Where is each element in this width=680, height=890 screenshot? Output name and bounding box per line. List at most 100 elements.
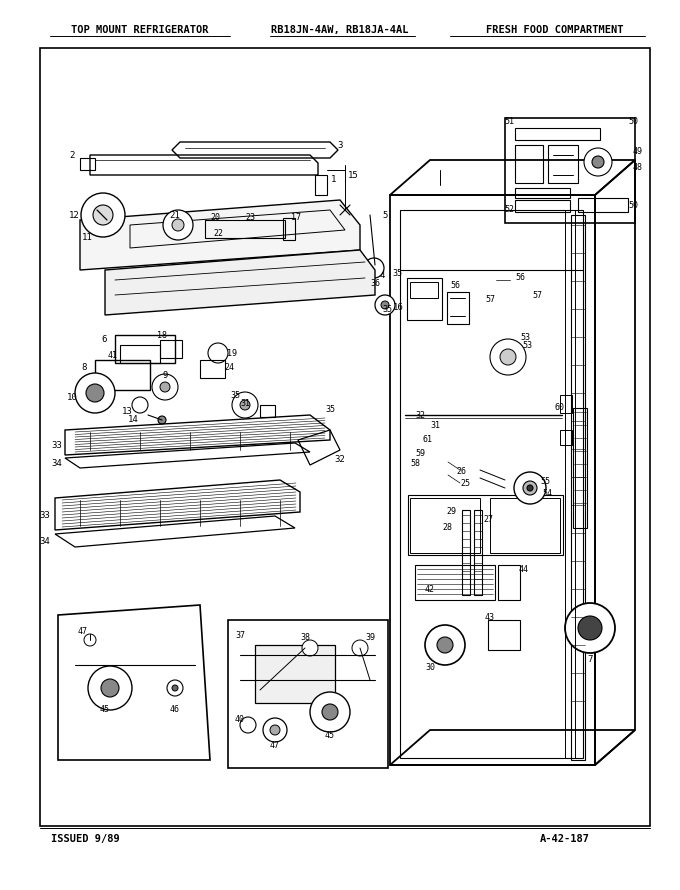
Text: 35: 35: [230, 391, 240, 400]
Text: 26: 26: [456, 467, 466, 476]
Text: 35: 35: [325, 406, 335, 415]
Bar: [390, 195, 595, 765]
Bar: [408, 495, 563, 555]
Circle shape: [88, 666, 132, 710]
Text: 5: 5: [382, 211, 388, 220]
Circle shape: [514, 472, 546, 504]
Text: 42: 42: [425, 586, 435, 595]
Bar: [515, 200, 570, 212]
Circle shape: [84, 634, 96, 646]
Circle shape: [160, 382, 170, 392]
Text: 51: 51: [504, 117, 514, 126]
Text: 59: 59: [415, 449, 425, 457]
Circle shape: [352, 640, 368, 656]
Bar: [490, 498, 560, 553]
Text: 50: 50: [628, 200, 638, 209]
Text: 32: 32: [415, 410, 425, 419]
Bar: [515, 128, 600, 140]
Bar: [560, 430, 572, 445]
Circle shape: [208, 343, 228, 363]
Bar: [283, 218, 295, 240]
Text: 50: 50: [628, 117, 638, 126]
Text: 58: 58: [410, 459, 420, 468]
Text: 20: 20: [210, 214, 220, 222]
Text: 10: 10: [67, 393, 78, 402]
Circle shape: [132, 397, 148, 413]
Circle shape: [523, 481, 537, 495]
Text: 61: 61: [423, 435, 433, 444]
Bar: [415, 565, 495, 600]
Text: 18: 18: [157, 331, 167, 341]
Text: 11: 11: [82, 233, 92, 242]
Polygon shape: [80, 200, 360, 270]
Circle shape: [81, 193, 125, 237]
Bar: [228, 620, 388, 768]
Bar: [573, 408, 587, 528]
Text: 40: 40: [235, 716, 245, 724]
Bar: [115, 335, 175, 363]
Bar: [498, 565, 520, 600]
Text: 45: 45: [325, 731, 335, 740]
Text: 44: 44: [519, 565, 529, 575]
Text: 31: 31: [240, 399, 250, 408]
Text: 47: 47: [270, 740, 280, 749]
Text: 13: 13: [122, 408, 133, 417]
Bar: [505, 118, 635, 223]
Text: 33: 33: [51, 441, 62, 449]
Text: 54: 54: [542, 490, 552, 498]
Text: 57: 57: [485, 295, 495, 304]
Text: 49: 49: [633, 148, 643, 157]
Text: 19: 19: [227, 349, 237, 358]
Circle shape: [101, 679, 119, 697]
Circle shape: [158, 416, 166, 424]
Text: TOP MOUNT REFRIGERATOR: TOP MOUNT REFRIGERATOR: [71, 25, 209, 35]
Circle shape: [500, 349, 516, 365]
Circle shape: [240, 400, 250, 410]
Text: 4: 4: [379, 271, 385, 279]
Text: 22: 22: [213, 229, 223, 238]
Text: 9: 9: [163, 370, 168, 379]
Text: 53: 53: [520, 333, 530, 342]
Bar: [515, 145, 543, 183]
Circle shape: [152, 374, 178, 400]
Bar: [474, 510, 482, 595]
Circle shape: [592, 156, 604, 168]
Text: 55: 55: [540, 478, 550, 487]
Circle shape: [167, 680, 183, 696]
Circle shape: [364, 258, 384, 278]
Text: 53: 53: [522, 342, 532, 351]
Circle shape: [437, 637, 453, 653]
Circle shape: [425, 625, 465, 665]
Text: 60: 60: [555, 403, 565, 412]
Text: FRESH FOOD COMPARTMENT: FRESH FOOD COMPARTMENT: [486, 25, 624, 35]
Bar: [260, 405, 275, 417]
Text: 24: 24: [224, 362, 234, 371]
Text: 43: 43: [485, 613, 495, 622]
Circle shape: [86, 384, 104, 402]
Text: 35: 35: [392, 269, 402, 278]
Text: 21: 21: [169, 211, 180, 220]
Text: 28: 28: [442, 523, 452, 532]
Text: 47: 47: [78, 627, 88, 636]
Text: 38: 38: [300, 634, 310, 643]
Bar: [315, 175, 327, 195]
Text: 34: 34: [51, 458, 62, 467]
Bar: [40, 48, 650, 826]
Text: 56: 56: [450, 280, 460, 289]
Text: 41: 41: [108, 351, 118, 360]
Text: 39: 39: [365, 634, 375, 643]
Text: 23: 23: [245, 214, 255, 222]
Circle shape: [375, 295, 395, 315]
Circle shape: [93, 205, 113, 225]
Text: 25: 25: [460, 480, 470, 489]
Text: 14: 14: [128, 416, 138, 425]
Circle shape: [381, 301, 389, 309]
Circle shape: [322, 704, 338, 720]
Polygon shape: [105, 250, 375, 315]
Text: 15: 15: [347, 171, 358, 180]
Bar: [160, 340, 182, 358]
Circle shape: [263, 718, 287, 742]
Circle shape: [310, 692, 350, 732]
Text: RB18JN-4AW, RB18JA-4AL: RB18JN-4AW, RB18JA-4AL: [271, 25, 409, 35]
Text: 32: 32: [335, 456, 345, 465]
